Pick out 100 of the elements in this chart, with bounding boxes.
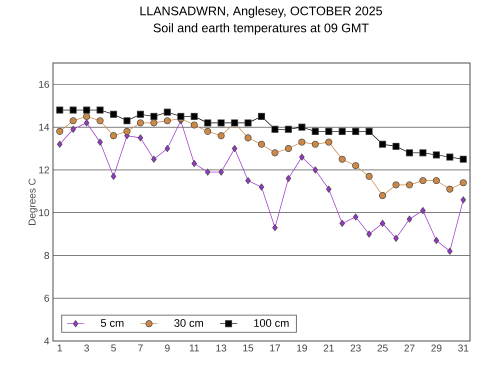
point — [366, 230, 372, 238]
x-tick-label: 11 — [190, 344, 199, 352]
point — [218, 119, 225, 126]
point — [326, 186, 332, 193]
point — [298, 124, 306, 131]
point — [204, 119, 212, 126]
x-tick-label: 17 — [270, 344, 280, 352]
point — [97, 138, 103, 146]
point — [339, 220, 345, 227]
point — [406, 216, 412, 223]
point — [460, 179, 467, 186]
point — [70, 117, 77, 124]
point — [420, 207, 426, 214]
point — [83, 112, 90, 120]
legend-label: 100 cm — [254, 319, 289, 327]
x-tick-label: 5 — [111, 344, 116, 352]
point — [138, 134, 144, 142]
point — [379, 140, 386, 148]
point — [393, 234, 399, 242]
point — [284, 126, 292, 133]
x-tick-label: 7 — [138, 344, 143, 352]
x-tick-label: 13 — [216, 344, 226, 352]
legend-label: 30 cm — [174, 319, 203, 327]
point — [271, 126, 278, 133]
point — [447, 248, 453, 255]
point — [298, 138, 306, 146]
point — [379, 192, 386, 200]
point — [136, 110, 144, 118]
point — [299, 154, 305, 161]
point — [123, 117, 131, 124]
point — [272, 224, 278, 232]
point — [325, 138, 332, 146]
x-tick-label: 29 — [431, 344, 442, 352]
point — [123, 128, 131, 135]
x-tick-label: 27 — [404, 344, 415, 352]
point — [83, 106, 90, 114]
point — [446, 186, 454, 193]
y-tick-label: 14 — [39, 124, 50, 131]
point — [284, 145, 292, 152]
point — [446, 154, 454, 161]
y-tick-label: 4 — [44, 338, 50, 344]
point — [460, 196, 466, 204]
legend-label: 5 cm — [100, 319, 124, 327]
x-tick-label: 19 — [297, 344, 307, 352]
point — [190, 121, 198, 129]
point — [218, 132, 225, 140]
point — [432, 177, 440, 184]
point — [232, 145, 238, 152]
point — [96, 117, 104, 124]
x-tick-label: 31 — [458, 344, 468, 352]
point — [164, 145, 170, 152]
x-tick-label: 15 — [243, 344, 254, 352]
point — [312, 128, 319, 135]
y-tick-label: 16 — [39, 80, 50, 88]
y-tick-label: 8 — [44, 252, 50, 259]
x-tick-label: 25 — [378, 344, 388, 352]
point — [150, 119, 158, 126]
y-tick-label: 6 — [44, 294, 50, 302]
point — [258, 140, 266, 148]
point — [392, 181, 400, 188]
point — [204, 128, 212, 135]
point — [352, 213, 358, 221]
point — [56, 140, 62, 148]
point — [271, 149, 278, 156]
point — [406, 149, 414, 156]
y-axis-title: Degrees C — [28, 178, 38, 225]
y-tick-label: 12 — [39, 166, 49, 174]
x-tick-label: 1 — [58, 344, 62, 352]
point — [136, 119, 144, 126]
point — [366, 172, 373, 180]
point — [151, 156, 157, 163]
point — [190, 112, 198, 120]
point — [366, 128, 373, 135]
point — [406, 181, 414, 188]
point — [204, 168, 210, 176]
point — [325, 128, 332, 135]
x-tick-label: 9 — [165, 344, 170, 352]
point — [110, 132, 118, 140]
point — [460, 156, 467, 163]
point — [244, 134, 252, 142]
point — [312, 140, 319, 148]
point — [258, 112, 266, 120]
x-tick-label: 3 — [84, 344, 89, 352]
point — [419, 177, 426, 184]
point — [352, 128, 360, 135]
x-tick-label: 23 — [350, 344, 361, 352]
point — [258, 183, 264, 191]
point — [84, 119, 90, 126]
point — [245, 177, 251, 184]
point — [96, 106, 104, 114]
point — [164, 108, 171, 116]
point — [419, 149, 426, 156]
point — [312, 166, 318, 174]
point — [352, 162, 360, 170]
point — [392, 142, 400, 150]
point — [56, 106, 64, 114]
point — [286, 174, 292, 182]
point — [70, 126, 76, 133]
point — [110, 110, 118, 118]
chart-subtitle: Soil and earth temperatures at 09 GMT — [154, 23, 369, 35]
